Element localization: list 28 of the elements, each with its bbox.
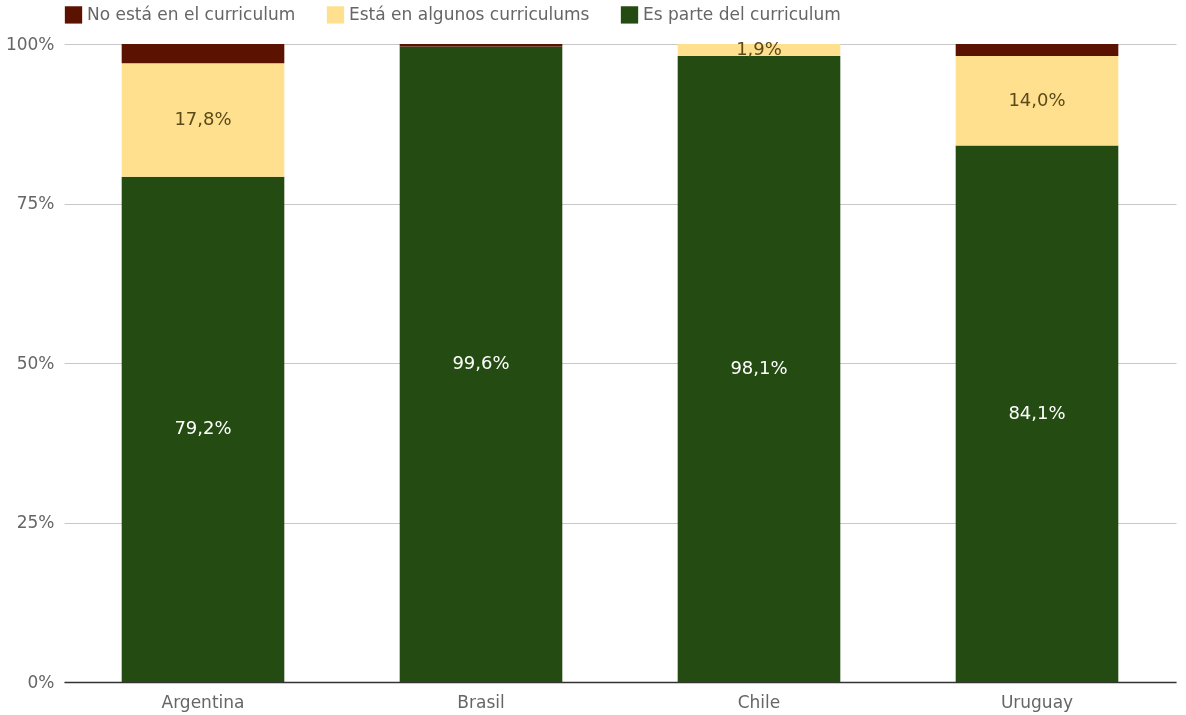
bar — [399, 46, 563, 682]
data-label: 99,6% — [452, 352, 510, 374]
bar — [121, 44, 285, 64]
data-label: 14,0% — [1008, 88, 1066, 110]
legend-label: No está en el curriculum — [87, 3, 296, 24]
x-tick-label: Argentina — [161, 691, 245, 712]
bar — [121, 176, 285, 682]
y-tick-label: 100% — [5, 33, 55, 54]
legend-label: Está en algunos curriculums — [349, 3, 590, 24]
bar — [399, 44, 563, 47]
bar — [955, 44, 1119, 57]
y-tick-label: 0% — [27, 671, 55, 692]
bar — [121, 63, 285, 177]
y-tick-label: 50% — [16, 352, 55, 373]
x-tick-label: Brasil — [457, 691, 505, 712]
legend-label: Es parte del curriculum — [643, 3, 841, 24]
data-label: 79,2% — [174, 417, 232, 439]
data-label: 1,9% — [736, 38, 782, 60]
bar — [677, 56, 841, 682]
y-tick-label: 75% — [16, 193, 55, 213]
bar — [955, 145, 1119, 682]
x-tick-label: Chile — [737, 691, 781, 712]
data-label: 98,1% — [730, 357, 788, 379]
data-label: 17,8% — [174, 107, 232, 129]
data-label: 84,1% — [1008, 401, 1066, 423]
y-tick-label: 25% — [16, 512, 55, 532]
x-tick-label: Uruguay — [1000, 691, 1074, 712]
bar — [955, 56, 1119, 146]
